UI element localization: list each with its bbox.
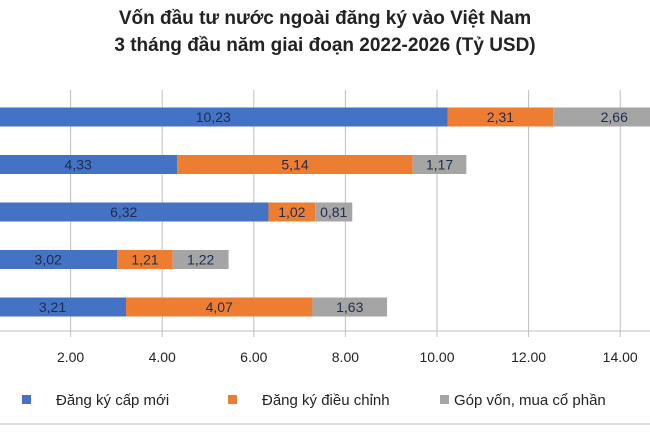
x-tick-label: 6.00 (240, 349, 267, 365)
bar-segment (268, 202, 316, 222)
bar-segment (312, 297, 388, 317)
data-label: 4,33 (65, 157, 92, 173)
legend-label: Đăng ký cấp mới (56, 392, 169, 409)
bar-segment (0, 202, 269, 222)
x-tick-label: 14.00 (603, 349, 638, 365)
x-tick-label: 2.00 (57, 349, 84, 365)
data-label: 4,07 (206, 299, 233, 315)
x-tick-label: 4.00 (149, 349, 176, 365)
bar-segment (126, 297, 313, 317)
bar-segment (412, 155, 467, 174)
data-label: 5,14 (281, 157, 308, 173)
x-tick-label: 10.00 (419, 349, 454, 365)
chart-subtitle: 3 tháng đầu năm giai đoạn 2022-2026 (Tỷ … (114, 35, 536, 56)
chart-title: Vốn đầu tư nước ngoài đăng ký vào Việt N… (118, 8, 532, 29)
data-label: 6,32 (110, 204, 137, 220)
bar-segment (0, 297, 127, 317)
bar-segment (177, 155, 413, 174)
legend-swatch (22, 395, 31, 404)
bar-segment (0, 250, 118, 269)
data-label: 1,21 (131, 252, 158, 268)
data-label: 1,22 (187, 252, 214, 268)
data-label: 3,02 (35, 252, 62, 268)
x-tick-label: 8.00 (332, 349, 359, 365)
legend-label: Góp vốn, mua cổ phần (454, 392, 606, 409)
data-label: 0,81 (320, 204, 347, 220)
bar-segment (447, 107, 554, 127)
data-label: 3,21 (39, 299, 66, 315)
data-label: 2,31 (487, 109, 514, 125)
bar-segment (117, 250, 173, 269)
bar-segment (553, 107, 650, 127)
bar-segment (0, 155, 178, 174)
bar-segment (0, 107, 448, 127)
legend-label: Đăng ký điều chỉnh (262, 392, 390, 409)
data-label: 1,63 (336, 299, 363, 315)
data-label: 1,17 (426, 157, 453, 173)
x-tick-label: 12.00 (511, 349, 546, 365)
data-label: 10,23 (196, 109, 231, 125)
bar-segment (315, 202, 353, 222)
data-label: 1,02 (278, 204, 305, 220)
bar-segment (172, 250, 229, 269)
legend-swatch (440, 395, 449, 404)
data-label: 2,66 (601, 109, 628, 125)
legend-swatch (228, 395, 237, 404)
